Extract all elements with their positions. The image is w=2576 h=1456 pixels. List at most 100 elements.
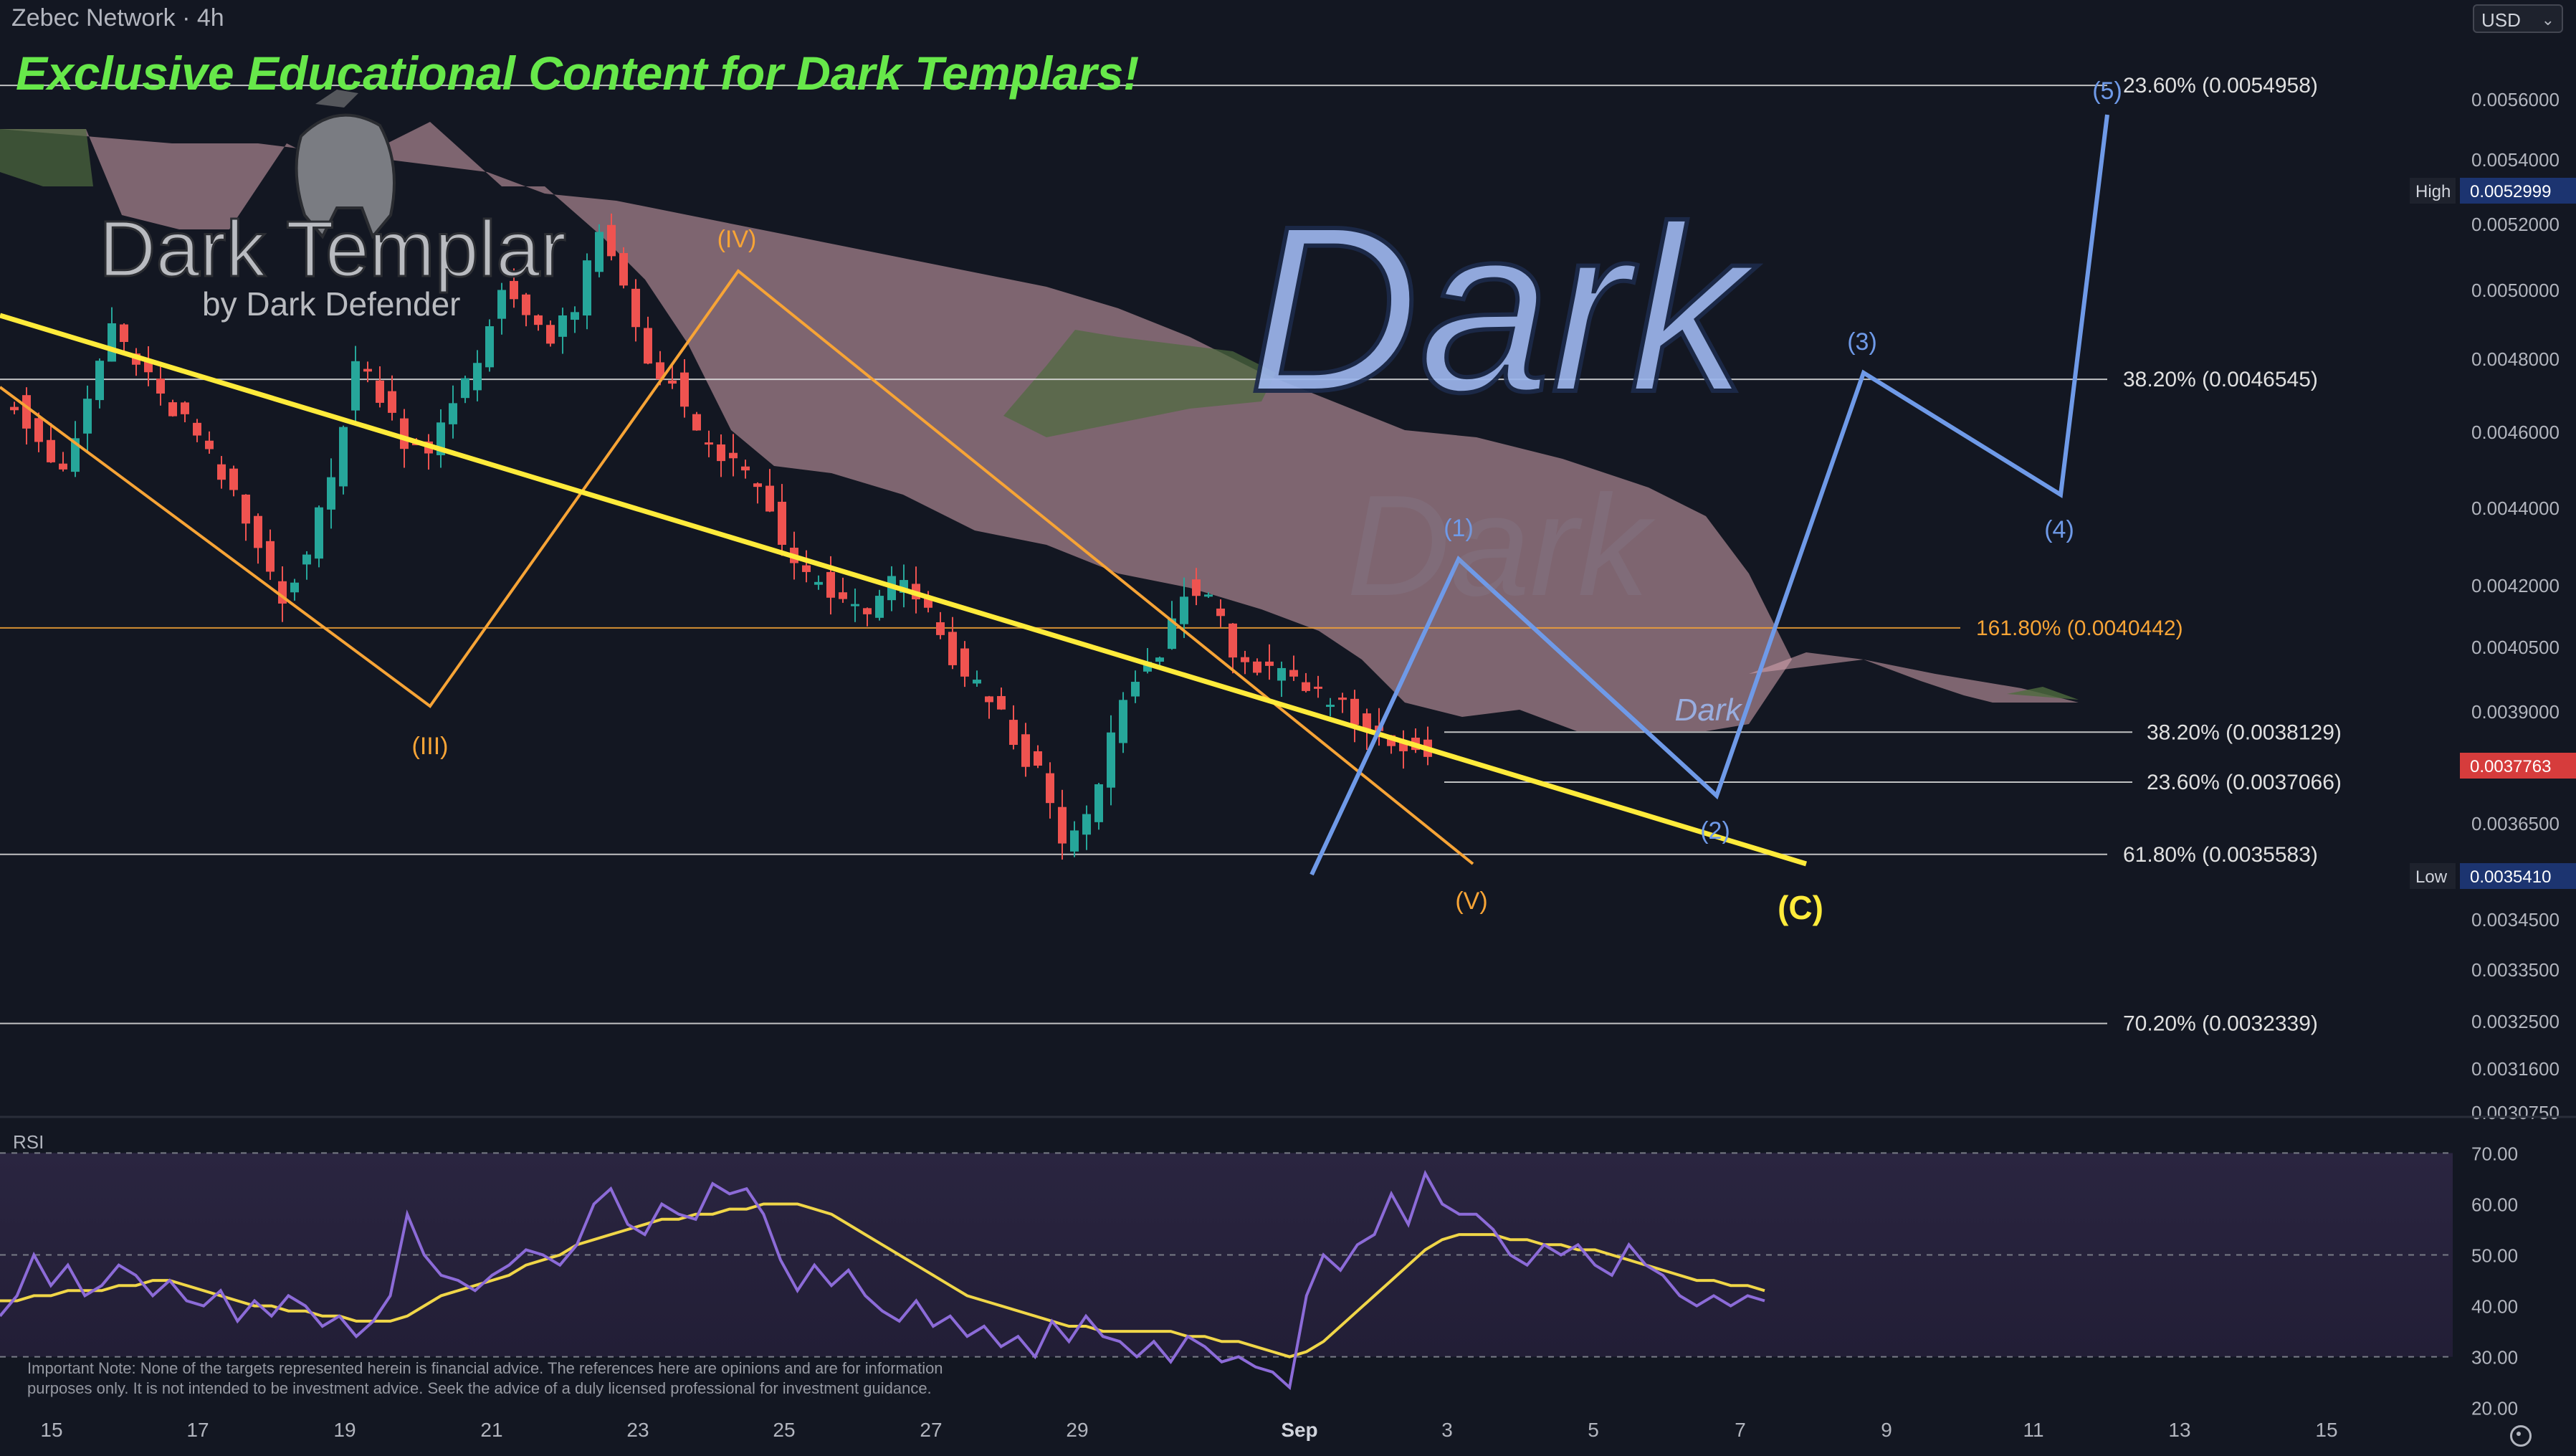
time-axis-tick: 5: [1588, 1419, 1599, 1441]
price-axis-tick: 0.0052000: [2471, 214, 2560, 235]
candle-body: [1046, 773, 1054, 804]
price-axis-tick: 0.0048000: [2471, 348, 2560, 370]
candle-body: [168, 402, 177, 417]
candle-body: [266, 541, 275, 572]
candle-body: [826, 571, 835, 598]
candle-body: [644, 328, 652, 364]
candle-body: [327, 477, 335, 510]
rsi-title: RSI: [13, 1131, 44, 1153]
badge-tag-label: High: [2415, 182, 2451, 201]
price-axis-tick: 0.0032500: [2471, 1011, 2560, 1032]
price-axis-tick: 0.0036500: [2471, 813, 2560, 834]
candle-body: [558, 315, 567, 337]
time-axis-tick: 25: [773, 1419, 795, 1441]
rsi-line: [0, 1169, 1765, 1391]
candle-body: [875, 596, 884, 618]
candle-body: [1021, 734, 1030, 767]
candle-body: [924, 599, 932, 608]
time-axis-tick: 29: [1066, 1419, 1088, 1441]
time-axis-tick: 23: [626, 1419, 649, 1441]
ichimoku-cloud-bullish: [2007, 687, 2079, 700]
candle-body: [1338, 698, 1347, 700]
candle-body: [22, 395, 31, 429]
candle-body: [510, 280, 518, 300]
wave-label-blue: (5): [2092, 77, 2122, 105]
candle-body: [95, 361, 104, 401]
candle-body: [1034, 751, 1042, 766]
rsi-axis-tick: 30.00: [2471, 1347, 2518, 1369]
candle-body: [351, 361, 360, 411]
candle-body: [1107, 732, 1115, 788]
candle-body: [1180, 596, 1188, 624]
fibonacci-level-label: 23.60% (0.0037066): [2147, 771, 2342, 794]
candle-body: [1119, 700, 1127, 743]
candle-body: [290, 582, 299, 593]
disclaimer-text: Important Note: None of the targets repr…: [27, 1359, 943, 1377]
candle-body: [1229, 623, 1237, 658]
candle-body: [717, 444, 725, 462]
time-axis-tick: 9: [1881, 1419, 1892, 1441]
helmet-icon: [295, 113, 396, 239]
candle-body: [83, 399, 92, 434]
watermark-dark-small: Dark: [1675, 693, 1743, 728]
low-price-badge: Low 0.0035410: [2410, 863, 2576, 889]
candle-body: [449, 403, 457, 424]
candle-body: [217, 464, 226, 480]
time-axis-tick: Sep: [1281, 1419, 1317, 1441]
rsi-axis-tick: 40.00: [2471, 1296, 2518, 1318]
candle-body: [522, 294, 530, 315]
candle-body: [1277, 667, 1286, 681]
candle-body: [108, 323, 116, 362]
candle-body: [595, 232, 604, 272]
wave-label-blue: (3): [1847, 328, 1877, 356]
badge-tag-label: Low: [2415, 867, 2448, 887]
settings-icon[interactable]: [2510, 1425, 2532, 1447]
price-axis-tick: 0.0042000: [2471, 575, 2560, 596]
fibonacci-level-label: 23.60% (0.0054958): [2123, 74, 2318, 97]
candle-body: [1241, 657, 1249, 662]
promo-headline: Exclusive Educational Content for Dark T…: [16, 47, 1139, 100]
price-axis-tick: 0.0033500: [2471, 959, 2560, 981]
candle-body: [1155, 657, 1164, 662]
currency-select[interactable]: USD ⌄: [2473, 4, 2563, 33]
candle-body: [753, 483, 762, 487]
candle-body: [631, 288, 640, 328]
fibonacci-level-label: 38.20% (0.0038129): [2147, 720, 2342, 744]
candle-body: [1058, 806, 1067, 844]
helmet-crest-icon: [315, 90, 358, 108]
fibonacci-level-label: 70.20% (0.0032339): [2123, 1012, 2318, 1036]
time-axis-tick: 3: [1441, 1419, 1453, 1441]
rsi-axis-tick: 60.00: [2471, 1194, 2518, 1215]
time-axis-tick: 19: [333, 1419, 356, 1441]
time-axis-tick: 15: [40, 1419, 62, 1441]
time-axis-tick: 11: [2023, 1419, 2043, 1441]
candle-body: [534, 315, 543, 325]
logo-title: Dark Templar: [99, 205, 566, 293]
time-axis-tick: 17: [186, 1419, 209, 1441]
ichimoku-cloud-bullish: [1003, 330, 1276, 437]
candle-body: [205, 440, 214, 449]
badge-value-label: 0.0052999: [2470, 182, 2551, 201]
rsi-axis-tick: 20.00: [2471, 1398, 2518, 1419]
candle-body: [936, 622, 945, 635]
currency-label: USD: [2481, 9, 2521, 31]
candle-body: [193, 422, 201, 436]
candle-body: [839, 592, 847, 599]
candle-body: [656, 362, 664, 380]
candle-body: [1192, 579, 1201, 596]
symbol-title: Zebec Network · 4h: [11, 4, 224, 32]
candle-body: [34, 418, 43, 442]
badge-tag-bg: [2410, 863, 2456, 889]
candle-body: [1302, 682, 1310, 691]
candle-body: [1253, 661, 1261, 673]
candle-body: [863, 608, 872, 614]
badge-value-bg: [2460, 863, 2576, 889]
wave-label-blue: (4): [2044, 516, 2074, 543]
candle-body: [156, 379, 165, 394]
last-price-badge: 0.0037763: [2460, 753, 2576, 779]
candle-body: [400, 418, 409, 449]
candle-body: [461, 378, 469, 399]
badge-tag-bg: [2410, 178, 2456, 204]
